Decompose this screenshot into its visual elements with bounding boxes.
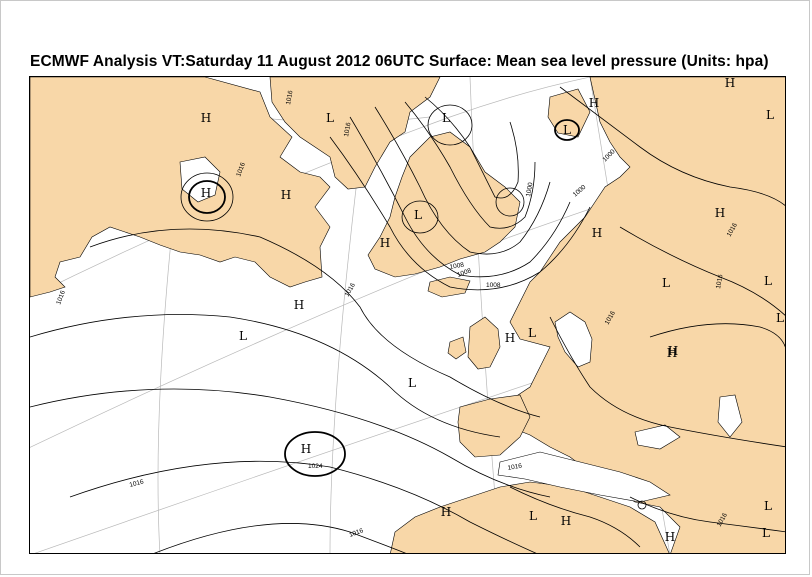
pressure-centre-low: L [766, 108, 774, 122]
pressure-centre-high: H [668, 344, 678, 358]
pressure-centre-low: L [326, 111, 334, 125]
pressure-centre-high: H [589, 96, 599, 110]
pressure-centre-low: L [239, 329, 247, 343]
isobar-value-label: 1016 [507, 462, 523, 471]
pressure-centre-high: H [441, 505, 451, 519]
pressure-centre-low: L [528, 326, 536, 340]
pressure-centre-high: H [505, 331, 515, 345]
isobar-value-label: 1016 [129, 478, 145, 489]
pressure-centre-low: L [776, 311, 784, 325]
pressure-centre-high: H [380, 236, 390, 250]
sea-baltic [554, 311, 593, 368]
pressure-centre-low: L [408, 376, 416, 390]
pressure-centre-high: H [592, 226, 602, 240]
land-north-america [30, 77, 331, 298]
pressure-centre-low: L [662, 276, 670, 290]
land-iberia [457, 394, 531, 458]
pressure-centre-high: H [667, 346, 677, 360]
pressure-centre-low: L [442, 111, 450, 125]
land-iceland [427, 276, 471, 298]
land-greenland [367, 131, 521, 278]
chart-title: ECMWF Analysis VT:Saturday 11 August 201… [30, 53, 769, 70]
land-svalbard [547, 88, 591, 138]
sea-black [634, 424, 681, 450]
pressure-centre-high: H [715, 206, 725, 220]
pressure-centre-high: H [281, 188, 291, 202]
isobar-value-label: 1016 [55, 289, 67, 305]
isobar-value-label: 1008 [486, 282, 501, 289]
pressure-centre-high: H [665, 530, 675, 544]
isobar-value-label: 1000 [572, 184, 588, 199]
isobar-value-label: 1016 [715, 274, 724, 290]
pressure-centre-high: H [201, 111, 211, 125]
pressure-centre-low: L [764, 274, 772, 288]
isobar-value-label: 1000 [601, 148, 616, 163]
pressure-centre-low: L [762, 526, 770, 540]
isobar-value-label: 1000 [525, 182, 534, 198]
isobar-value-label: 1016 [235, 161, 247, 177]
land-africa [390, 481, 670, 553]
pressure-centre-low: L [764, 499, 772, 513]
land-ireland [447, 336, 467, 360]
land-arctic-islands [269, 77, 441, 190]
isobar-value-label: 1016 [348, 527, 364, 539]
pressure-centre-high: H [301, 442, 311, 456]
isobars [30, 86, 785, 553]
isobar-value-label: 1016 [343, 122, 352, 138]
sea-mediterranean [497, 451, 671, 503]
pressure-centre-high: H [201, 186, 211, 200]
pressure-centre-high: H [561, 514, 571, 528]
pressure-centre-low: L [563, 123, 571, 137]
isobar-value-label: 1016 [285, 90, 294, 106]
isobar-value-label: 1008 [449, 261, 465, 270]
pressure-centre-high: H [725, 77, 735, 90]
land-british-isles [467, 316, 501, 370]
pressure-centre-high: H [294, 298, 304, 312]
pressure-centre-low: L [529, 509, 537, 523]
pressure-centre-low: L [414, 208, 422, 222]
land-masses [30, 77, 785, 553]
isobar-value-label: 1008 [456, 267, 472, 279]
isobar-value-label: 1024 [308, 463, 323, 470]
sea-caspian [717, 394, 743, 438]
